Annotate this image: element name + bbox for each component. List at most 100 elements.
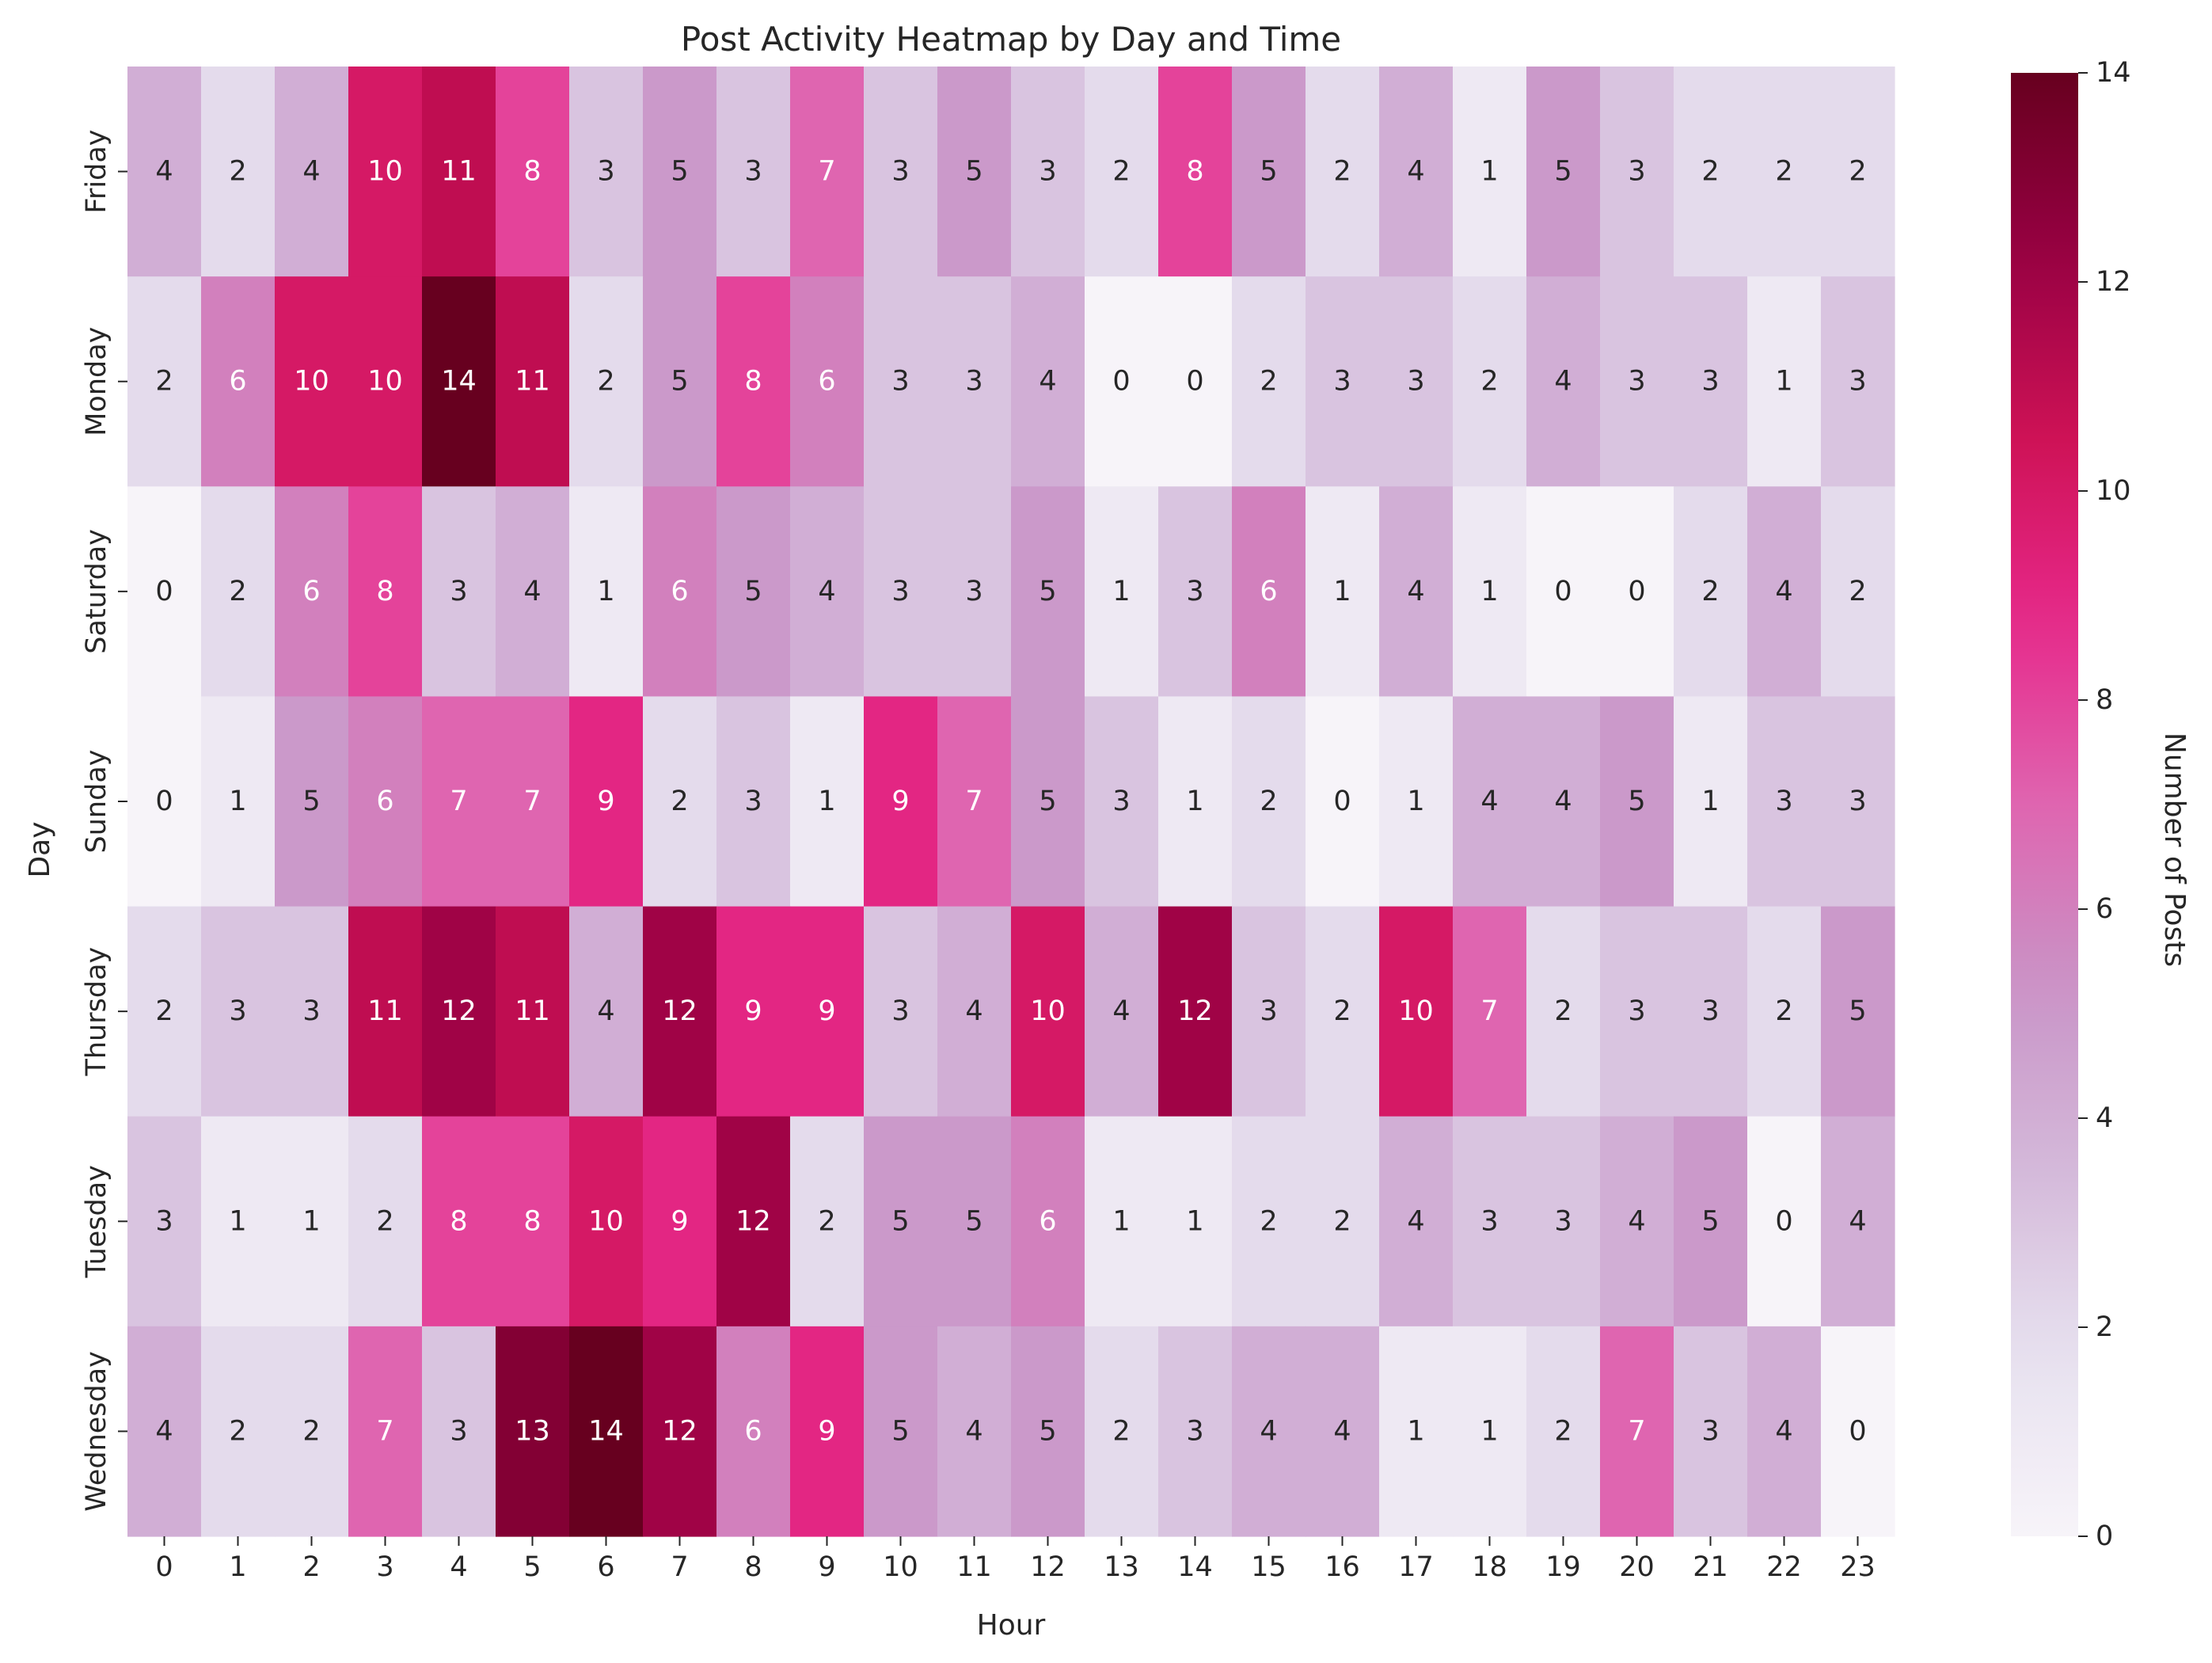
cell-value-label: 0 [1628, 576, 1645, 607]
cell-value-label: 3 [1628, 995, 1645, 1027]
x-tick-label: 10 [883, 1551, 918, 1583]
cell-value-label: 4 [597, 995, 614, 1027]
cell-value-label: 1 [1407, 786, 1424, 817]
cell-value-label: 2 [1701, 156, 1719, 188]
cell-value-label: 4 [155, 156, 173, 188]
heatmap-cell [937, 1326, 1012, 1537]
cell-value-label: 11 [441, 156, 477, 188]
cell-value-label: 4 [965, 1415, 982, 1447]
cell-value-label: 3 [450, 1415, 467, 1447]
heatmap-cell [1085, 906, 1159, 1117]
heatmap-cell [643, 696, 717, 908]
heatmap-cell [127, 696, 202, 908]
x-tick-label: 21 [1693, 1551, 1728, 1583]
x-tick-label: 8 [744, 1551, 762, 1583]
heatmap-cell [643, 67, 717, 277]
heatmap-cell [422, 1326, 496, 1537]
cell-value-label: 3 [597, 156, 614, 188]
cell-value-label: 1 [1112, 1205, 1130, 1237]
colorbar-tick-label: 14 [2096, 57, 2131, 89]
heatmap-cell [1306, 276, 1380, 487]
cell-value-label: 6 [818, 366, 835, 398]
cell-value-label: 4 [818, 576, 835, 607]
cell-value-label: 12 [735, 1205, 771, 1237]
heatmap-cell [716, 1116, 791, 1327]
cell-value-label: 5 [1849, 995, 1866, 1027]
x-tick-label: 2 [302, 1551, 320, 1583]
cell-value-label: 2 [1849, 576, 1866, 607]
cell-value-label: 6 [376, 786, 393, 817]
heatmap-cell [1747, 67, 1822, 277]
heatmap-cell [569, 1116, 644, 1327]
chart-title: Post Activity Heatmap by Day and Time [681, 20, 1341, 59]
y-tick-label: Tuesday [81, 1165, 112, 1278]
heatmap-cell [1526, 1326, 1601, 1537]
heatmap-cell [1453, 696, 1527, 908]
cell-value-label: 2 [1260, 1205, 1277, 1237]
heatmap-cell [496, 486, 570, 698]
cell-value-label: 5 [965, 156, 982, 188]
heatmap-cell [864, 696, 938, 908]
heatmap-cell [1085, 486, 1159, 698]
heatmap-cell [1674, 906, 1748, 1117]
cell-value-label: 9 [818, 1415, 835, 1447]
heatmap-cell [1379, 906, 1454, 1117]
cell-value-label: 3 [1849, 786, 1866, 817]
cell-value-label: 10 [1030, 995, 1066, 1027]
heatmap-cell [864, 276, 938, 487]
cell-value-label: 7 [523, 786, 541, 817]
cell-value-label: 4 [302, 156, 320, 188]
heatmap-cell [1232, 906, 1306, 1117]
heatmap-cell [1674, 696, 1748, 908]
cell-value-label: 0 [1112, 366, 1130, 398]
cell-value-label: 3 [965, 576, 982, 607]
cell-value-label: 8 [523, 1205, 541, 1237]
heatmap-cell [1085, 1326, 1159, 1537]
x-tick-label: 17 [1398, 1551, 1434, 1583]
cell-value-label: 4 [1260, 1415, 1277, 1447]
x-tick-label: 7 [671, 1551, 688, 1583]
cell-value-label: 6 [1039, 1205, 1056, 1237]
heatmap-cell [864, 67, 938, 277]
heatmap-cell [864, 1326, 938, 1537]
cell-value-label: 1 [1480, 1415, 1498, 1447]
heatmap-cell [422, 67, 496, 277]
cell-value-label: 2 [1112, 1415, 1130, 1447]
cell-value-label: 5 [1628, 786, 1645, 817]
y-tick-label: Saturday [81, 529, 112, 654]
x-tick-label: 22 [1766, 1551, 1802, 1583]
y-tick-label: Sunday [81, 750, 112, 854]
heatmap-cell [864, 906, 938, 1117]
heatmap-cell [1821, 276, 1895, 487]
cell-value-label: 4 [1112, 995, 1130, 1027]
x-tick-label: 11 [956, 1551, 992, 1583]
heatmap-cell [1453, 1326, 1527, 1537]
cell-value-label: 3 [891, 156, 909, 188]
cell-value-label: 3 [1701, 366, 1719, 398]
cell-value-label: 5 [1260, 156, 1277, 188]
cell-value-label: 3 [1039, 156, 1056, 188]
heatmap-cell [1306, 486, 1380, 698]
cell-value-label: 10 [367, 156, 403, 188]
cell-value-label: 3 [965, 366, 982, 398]
cell-value-label: 1 [302, 1205, 320, 1237]
cell-value-label: 9 [891, 786, 909, 817]
heatmap-cell [1747, 906, 1822, 1117]
cell-value-label: 3 [744, 156, 762, 188]
heatmap-cell [1011, 67, 1085, 277]
cell-value-label: 3 [891, 995, 909, 1027]
heatmap-cell [790, 486, 865, 698]
heatmap-cell [1158, 1326, 1233, 1537]
heatmap-cell [422, 276, 496, 487]
cell-value-label: 0 [155, 786, 173, 817]
heatmap-cell [127, 1326, 202, 1537]
cell-value-label: 4 [1554, 786, 1572, 817]
heatmap-cell [790, 276, 865, 487]
heatmap-cell [716, 696, 791, 908]
cell-value-label: 2 [1775, 995, 1792, 1027]
heatmap-cell [1306, 1326, 1380, 1537]
heatmap-cell [1674, 67, 1748, 277]
heatmap-cell [1821, 1326, 1895, 1537]
heatmap-cell [937, 276, 1012, 487]
